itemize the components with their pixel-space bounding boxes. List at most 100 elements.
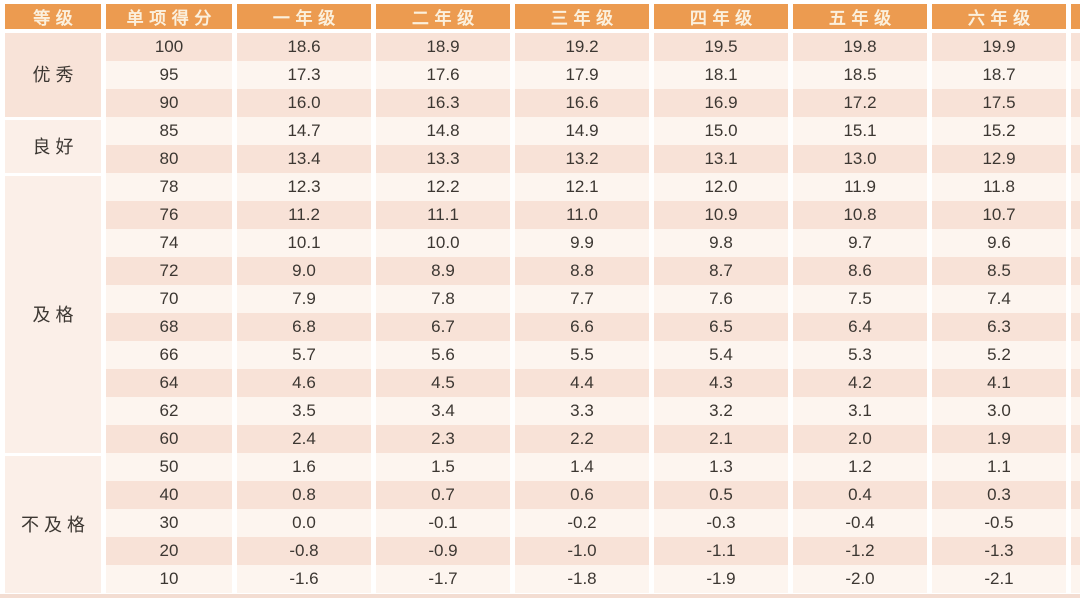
value-cell: 9.7 bbox=[793, 229, 927, 257]
value-cell: 15.2 bbox=[932, 117, 1066, 145]
value-cell: 1.2 bbox=[793, 453, 927, 481]
value-cell: 11.9 bbox=[793, 173, 927, 201]
value-cell: 4.1 bbox=[932, 369, 1066, 397]
value-cell: 5.3 bbox=[793, 341, 927, 369]
value-cell: 0.4 bbox=[793, 481, 927, 509]
value-cell: 2.2 bbox=[515, 425, 649, 453]
value-cell: -1.1 bbox=[654, 537, 788, 565]
value-cell: 5.5 bbox=[515, 341, 649, 369]
value-cell: 16.3 bbox=[376, 89, 510, 117]
value-cell: 5.2 bbox=[932, 341, 1066, 369]
value-cell: 11.2 bbox=[237, 201, 371, 229]
table-edge-sliver bbox=[1071, 425, 1080, 453]
value-cell: 11.8 bbox=[932, 173, 1066, 201]
value-cell: -1.8 bbox=[515, 565, 649, 593]
value-cell: 18.9 bbox=[376, 33, 510, 61]
score-cell: 62 bbox=[106, 397, 232, 425]
value-cell: 7.6 bbox=[654, 285, 788, 313]
value-cell: 14.8 bbox=[376, 117, 510, 145]
col-header-score: 单项得分 bbox=[106, 4, 232, 33]
grade-group-cell: 优秀 bbox=[5, 33, 101, 117]
value-cell: 19.9 bbox=[932, 33, 1066, 61]
score-cell: 66 bbox=[106, 341, 232, 369]
value-cell: 1.4 bbox=[515, 453, 649, 481]
table-row: 60 2.4 2.3 2.2 2.1 2.0 1.9 bbox=[5, 425, 1080, 453]
value-cell: 1.9 bbox=[932, 425, 1066, 453]
table-row: 95 17.3 17.6 17.9 18.1 18.5 18.7 bbox=[5, 61, 1080, 89]
value-cell: 0.0 bbox=[237, 509, 371, 537]
value-cell: 3.3 bbox=[515, 397, 649, 425]
value-cell: 8.7 bbox=[654, 257, 788, 285]
value-cell: 12.9 bbox=[932, 145, 1066, 173]
table-edge-sliver bbox=[1071, 369, 1080, 397]
col-header-year3: 三年级 bbox=[515, 4, 649, 33]
value-cell: 19.2 bbox=[515, 33, 649, 61]
value-cell: 10.8 bbox=[793, 201, 927, 229]
score-cell: 80 bbox=[106, 145, 232, 173]
value-cell: 1.6 bbox=[237, 453, 371, 481]
value-cell: 13.4 bbox=[237, 145, 371, 173]
value-cell: -1.3 bbox=[932, 537, 1066, 565]
table-edge-sliver bbox=[1071, 173, 1080, 201]
value-cell: 0.8 bbox=[237, 481, 371, 509]
table-edge-sliver bbox=[1071, 397, 1080, 425]
value-cell: 14.9 bbox=[515, 117, 649, 145]
score-cell: 50 bbox=[106, 453, 232, 481]
value-cell: 8.6 bbox=[793, 257, 927, 285]
value-cell: 4.3 bbox=[654, 369, 788, 397]
value-cell: -1.0 bbox=[515, 537, 649, 565]
value-cell: 18.7 bbox=[932, 61, 1066, 89]
value-cell: 4.5 bbox=[376, 369, 510, 397]
value-cell: 13.0 bbox=[793, 145, 927, 173]
bottom-edge-strip bbox=[0, 594, 1080, 598]
table-edge-sliver bbox=[1071, 257, 1080, 285]
score-cell: 68 bbox=[106, 313, 232, 341]
value-cell: 3.0 bbox=[932, 397, 1066, 425]
value-cell: -2.0 bbox=[793, 565, 927, 593]
table-edge-sliver bbox=[1071, 201, 1080, 229]
value-cell: -0.2 bbox=[515, 509, 649, 537]
value-cell: 6.6 bbox=[515, 313, 649, 341]
value-cell: 6.3 bbox=[932, 313, 1066, 341]
value-cell: 2.3 bbox=[376, 425, 510, 453]
value-cell: 7.4 bbox=[932, 285, 1066, 313]
score-cell: 72 bbox=[106, 257, 232, 285]
value-cell: 3.1 bbox=[793, 397, 927, 425]
table-row: 优秀 100 18.6 18.9 19.2 19.5 19.8 19.9 bbox=[5, 33, 1080, 117]
value-cell: 10.1 bbox=[237, 229, 371, 257]
value-cell: 4.2 bbox=[793, 369, 927, 397]
value-cell: 6.5 bbox=[654, 313, 788, 341]
value-cell: 10.0 bbox=[376, 229, 510, 257]
table-row: 良好 85 14.7 14.8 14.9 15.0 15.1 15.2 bbox=[5, 117, 1080, 173]
value-cell: 7.5 bbox=[793, 285, 927, 313]
value-cell: -1.7 bbox=[376, 565, 510, 593]
table-edge-sliver bbox=[1071, 509, 1080, 537]
table-row: 30 0.0 -0.1 -0.2 -0.3 -0.4 -0.5 bbox=[5, 509, 1080, 537]
value-cell: 11.0 bbox=[515, 201, 649, 229]
value-cell: 13.1 bbox=[654, 145, 788, 173]
value-cell: 12.2 bbox=[376, 173, 510, 201]
value-cell: 3.2 bbox=[654, 397, 788, 425]
col-header-year5: 五年级 bbox=[793, 4, 927, 33]
table-edge-sliver bbox=[1071, 117, 1080, 145]
table-row: 68 6.8 6.7 6.6 6.5 6.4 6.3 bbox=[5, 313, 1080, 341]
score-cell: 10 bbox=[106, 565, 232, 593]
value-cell: 3.5 bbox=[237, 397, 371, 425]
value-cell: 16.6 bbox=[515, 89, 649, 117]
value-cell: 14.7 bbox=[237, 117, 371, 145]
value-cell: 18.1 bbox=[654, 61, 788, 89]
value-cell: 7.8 bbox=[376, 285, 510, 313]
table-header: 等级 单项得分 一年级 二年级 三年级 四年级 五年级 六年级 bbox=[5, 4, 1080, 33]
value-cell: -0.9 bbox=[376, 537, 510, 565]
value-cell: -1.9 bbox=[654, 565, 788, 593]
table-row: 76 11.2 11.1 11.0 10.9 10.8 10.7 bbox=[5, 201, 1080, 229]
header-row: 等级 单项得分 一年级 二年级 三年级 四年级 五年级 六年级 bbox=[5, 4, 1080, 33]
score-cell: 100 bbox=[106, 33, 232, 61]
value-cell: 0.5 bbox=[654, 481, 788, 509]
value-cell: 6.8 bbox=[237, 313, 371, 341]
value-cell: -0.5 bbox=[932, 509, 1066, 537]
table-row: 74 10.1 10.0 9.9 9.8 9.7 9.6 bbox=[5, 229, 1080, 257]
table-edge-sliver bbox=[1071, 565, 1080, 593]
score-cell: 78 bbox=[106, 173, 232, 201]
value-cell: 18.5 bbox=[793, 61, 927, 89]
